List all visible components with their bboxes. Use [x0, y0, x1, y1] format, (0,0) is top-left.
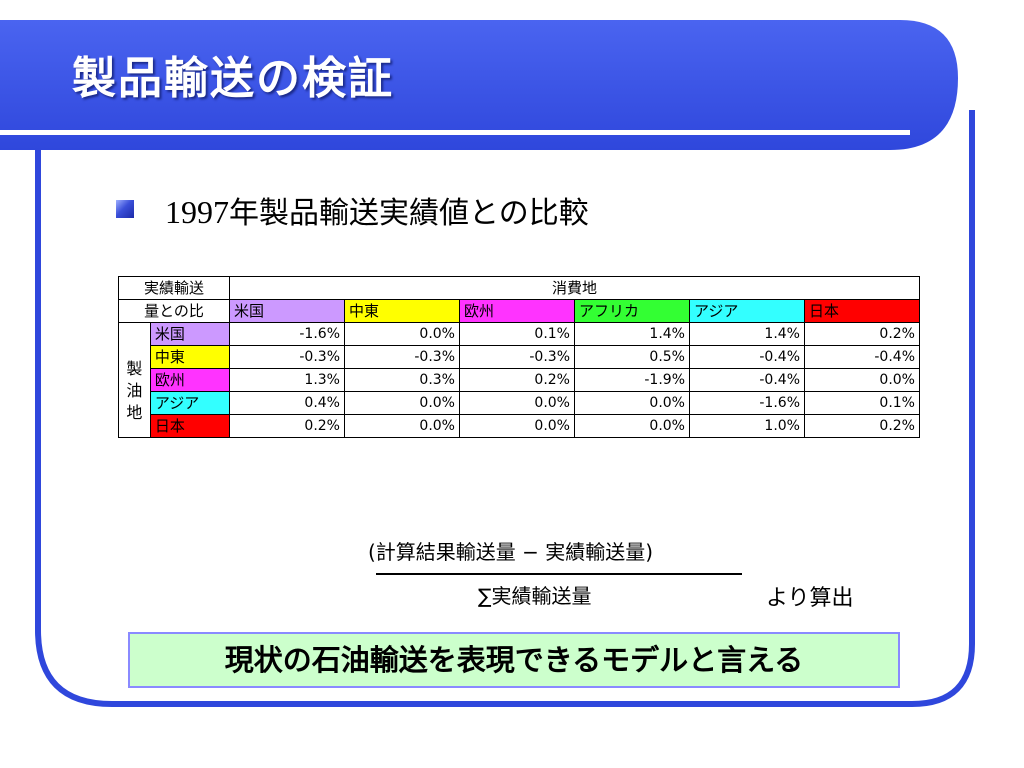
title-banner	[0, 20, 958, 150]
conclusion-box: 現状の石油輸送を表現できるモデルと言える	[128, 632, 900, 688]
comparison-table: 実績輸送 消費地 量との比 米国 中東 欧州 アフリカ アジア 日本 製 油 地…	[118, 276, 920, 438]
table-row: 中東 -0.3% -0.3% -0.3% 0.5% -0.4% -0.4%	[119, 345, 920, 369]
table-cell: 0.0%	[344, 322, 460, 346]
table-cell: 0.2%	[459, 368, 575, 392]
table-cell: 0.2%	[804, 322, 920, 346]
column-header: 欧州	[459, 299, 575, 323]
column-header: 中東	[344, 299, 460, 323]
table-cell: -0.3%	[459, 345, 575, 369]
column-header: アフリカ	[574, 299, 690, 323]
table-cell: 1.3%	[229, 368, 345, 392]
table-cell: 0.1%	[804, 391, 920, 415]
table-cell: 0.0%	[344, 391, 460, 415]
table-cell: -1.9%	[574, 368, 690, 392]
table-cell: 0.5%	[574, 345, 690, 369]
table-cell: 0.3%	[344, 368, 460, 392]
subtitle-year: 1997	[165, 194, 229, 230]
row-label: 米国	[149, 322, 231, 346]
refinery-header-char: 製	[126, 359, 143, 378]
table-cell: 0.1%	[459, 322, 575, 346]
column-header: 米国	[229, 299, 345, 323]
table-cell: 0.0%	[574, 391, 690, 415]
table-row: 欧州 1.3% 0.3% 0.2% -1.9% -0.4% 0.0%	[119, 368, 920, 392]
table-cell: 0.0%	[344, 414, 460, 438]
slide-subtitle: 1997年製品輸送実績値との比較	[165, 188, 589, 232]
square-bullet-icon	[116, 200, 134, 218]
fraction-line	[376, 573, 742, 575]
table-cell: -1.6%	[689, 391, 805, 415]
table-cell: 0.4%	[229, 391, 345, 415]
corner-label-1: 実績輸送	[118, 276, 230, 300]
table-cell: -0.4%	[804, 345, 920, 369]
table-cell: 0.0%	[459, 414, 575, 438]
row-label: 中東	[149, 345, 231, 369]
table-cell: -0.3%	[229, 345, 345, 369]
table-cell: 0.0%	[459, 391, 575, 415]
title-underline	[0, 130, 910, 135]
formula-denominator: ∑実績輸送量	[478, 584, 592, 608]
table-row: 日本 0.2% 0.0% 0.0% 0.0% 1.0% 0.2%	[119, 414, 920, 438]
content-border	[35, 110, 975, 707]
table-cell: -0.3%	[344, 345, 460, 369]
formula-suffix: より算出	[766, 586, 854, 611]
column-header: 日本	[804, 299, 920, 323]
row-label: 欧州	[149, 368, 231, 392]
corner-label-2: 量との比	[118, 299, 230, 323]
table-cell: -0.4%	[689, 345, 805, 369]
table-cell: 0.0%	[804, 368, 920, 392]
refinery-header-char: 地	[126, 403, 143, 422]
table-row: 製 油 地 米国 -1.6% 0.0% 0.1% 1.4% 1.4% 0.2%	[118, 322, 920, 438]
table-cell: 1.4%	[689, 322, 805, 346]
table-cell: 1.0%	[689, 414, 805, 438]
refinery-header-char: 油	[126, 381, 143, 400]
table-cell: 0.0%	[574, 414, 690, 438]
subtitle-text: 年製品輸送実績値との比較	[229, 196, 589, 231]
table-row: アジア 0.4% 0.0% 0.0% 0.0% -1.6% 0.1%	[119, 391, 920, 415]
column-header: アジア	[689, 299, 805, 323]
consumption-header: 消費地	[229, 276, 920, 300]
table-cell: 1.4%	[574, 322, 690, 346]
formula-numerator: (計算結果輸送量 − 実績輸送量)	[368, 540, 654, 564]
table-cell: -0.4%	[689, 368, 805, 392]
table-cell: 0.2%	[804, 414, 920, 438]
row-label: 日本	[149, 414, 231, 438]
row-label: アジア	[149, 391, 231, 415]
table-cell: -1.6%	[229, 322, 345, 346]
slide-title: 製品輸送の検証	[72, 53, 394, 104]
table-cell: 0.2%	[229, 414, 345, 438]
refinery-header: 製 油 地	[118, 322, 151, 438]
